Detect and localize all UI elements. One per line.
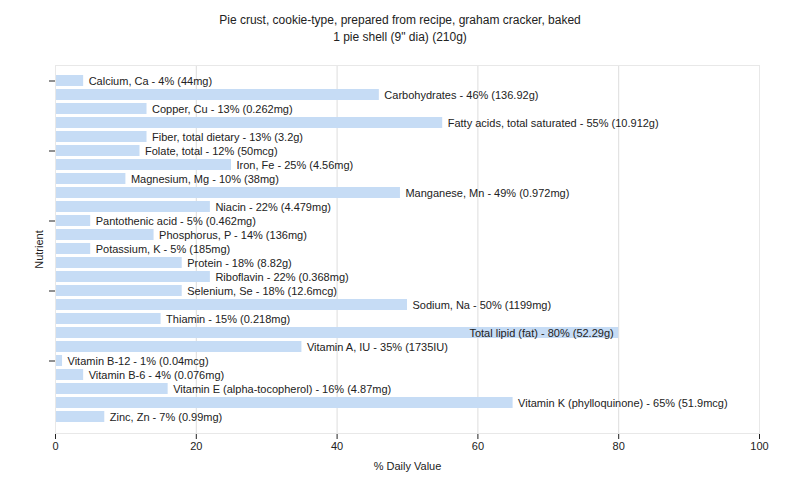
svg-text:Vitamin K (phylloquinone) - 65: Vitamin K (phylloquinone) - 65% (51.9mcg… [518, 397, 728, 409]
svg-text:Thiamin - 15% (0.218mg): Thiamin - 15% (0.218mg) [166, 313, 290, 325]
svg-text:Vitamin B-6 - 4% (0.076mg): Vitamin B-6 - 4% (0.076mg) [89, 369, 225, 381]
svg-text:80: 80 [613, 440, 625, 452]
svg-text:100: 100 [750, 440, 768, 452]
svg-text:% Daily Value: % Daily Value [374, 460, 442, 472]
svg-text:Magnesium, Mg - 10% (38mg): Magnesium, Mg - 10% (38mg) [131, 173, 279, 185]
svg-text:Pantothenic acid - 5% (0.462mg: Pantothenic acid - 5% (0.462mg) [96, 215, 256, 227]
svg-text:Phosphorus, P - 14% (136mg): Phosphorus, P - 14% (136mg) [159, 229, 307, 241]
svg-text:Nutrient: Nutrient [33, 230, 45, 269]
svg-text:Potassium, K - 5% (185mg): Potassium, K - 5% (185mg) [96, 243, 231, 255]
svg-text:Fatty acids, total saturated -: Fatty acids, total saturated - 55% (10.9… [448, 117, 659, 129]
svg-text:Vitamin B-12 - 1% (0.04mcg): Vitamin B-12 - 1% (0.04mcg) [68, 355, 209, 367]
svg-text:Protein - 18% (8.82g): Protein - 18% (8.82g) [187, 257, 292, 269]
svg-text:Riboflavin - 22% (0.368mg): Riboflavin - 22% (0.368mg) [215, 271, 348, 283]
svg-text:Vitamin E (alpha-tocopherol) -: Vitamin E (alpha-tocopherol) - 16% (4.87… [173, 383, 391, 395]
svg-text:Folate, total - 12% (50mcg): Folate, total - 12% (50mcg) [145, 145, 278, 157]
svg-text:Manganese, Mn - 49% (0.972mg): Manganese, Mn - 49% (0.972mg) [405, 187, 569, 199]
svg-text:Copper, Cu - 13% (0.262mg): Copper, Cu - 13% (0.262mg) [152, 103, 293, 115]
svg-text:Calcium, Ca - 4% (44mg): Calcium, Ca - 4% (44mg) [89, 75, 212, 87]
html-text:1 pie shell (9" dia) (210g): 1 pie shell (9" dia) (210g) [333, 30, 467, 44]
svg-text:Fiber, total dietary - 13% (3.: Fiber, total dietary - 13% (3.2g) [152, 131, 303, 143]
svg-text:20: 20 [190, 440, 202, 452]
svg-text:0: 0 [52, 440, 58, 452]
svg-text:Carbohydrates - 46% (136.92g): Carbohydrates - 46% (136.92g) [384, 89, 538, 101]
svg-text:Total lipid (fat) - 80% (52.29: Total lipid (fat) - 80% (52.29g) [469, 327, 613, 339]
svg-text:Selenium, Se - 18% (12.6mcg): Selenium, Se - 18% (12.6mcg) [187, 285, 337, 297]
html-text:Pie crust, cookie-type, prepar: Pie crust, cookie-type, prepared from re… [219, 13, 581, 27]
svg-text:Sodium, Na - 50% (1199mg): Sodium, Na - 50% (1199mg) [413, 299, 552, 311]
svg-text:Zinc, Zn - 7% (0.99mg): Zinc, Zn - 7% (0.99mg) [110, 411, 222, 423]
svg-text:Iron, Fe - 25% (4.56mg): Iron, Fe - 25% (4.56mg) [237, 159, 354, 171]
svg-text:Niacin - 22% (4.479mg): Niacin - 22% (4.479mg) [215, 201, 331, 213]
svg-text:60: 60 [472, 440, 484, 452]
svg-text:40: 40 [331, 440, 343, 452]
svg-text:Vitamin A, IU - 35% (1735IU): Vitamin A, IU - 35% (1735IU) [307, 341, 448, 353]
